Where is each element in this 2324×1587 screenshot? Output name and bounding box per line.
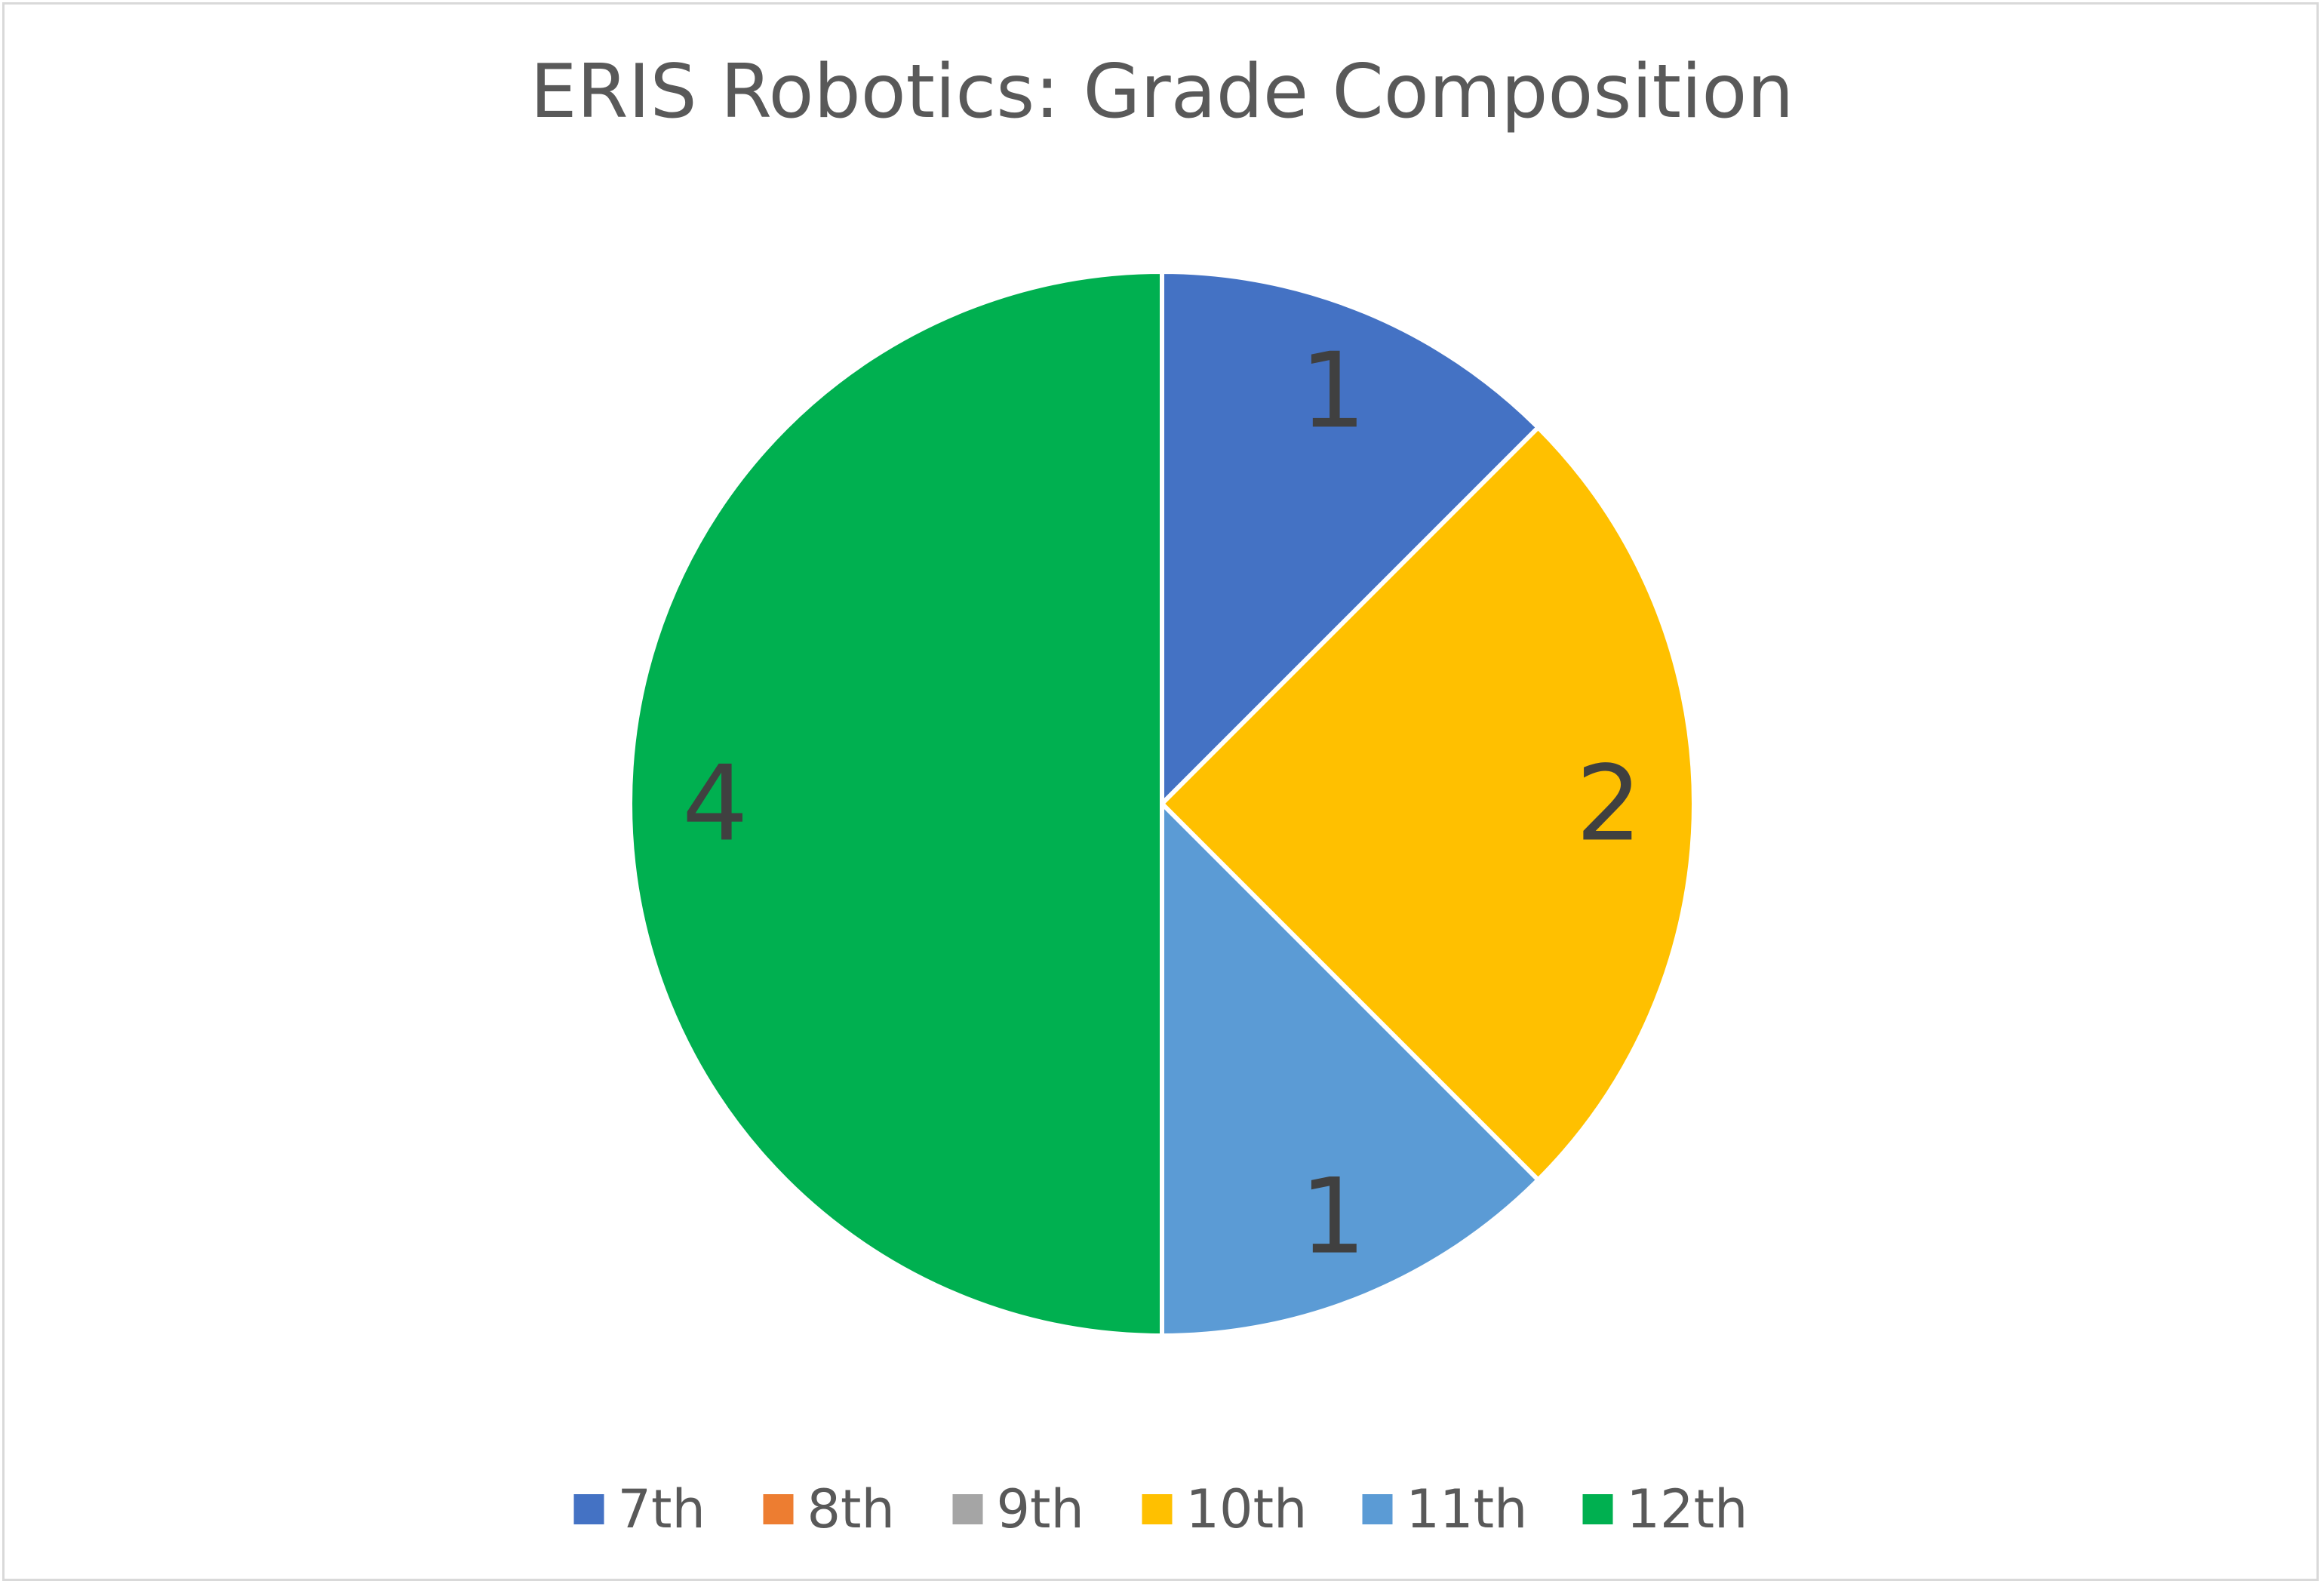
legend-label-11th: 11th [1406, 1478, 1528, 1540]
legend-swatch-11th [1362, 1494, 1393, 1524]
data-labels: 1 2 1 4 [682, 330, 1642, 1277]
legend-swatch-8th [763, 1494, 794, 1524]
pie-slice-7th [1160, 269, 1541, 806]
data-label-7th: 1 [1300, 330, 1366, 451]
chart-title: ERIS Robotics: Grade Composition [530, 49, 1794, 135]
legend-label-12th: 12th [1627, 1478, 1748, 1540]
pie-slice-10th [1160, 425, 1696, 1183]
legend-label-8th: 8th [807, 1478, 895, 1540]
legend-label-9th: 9th [997, 1478, 1084, 1540]
pie-slices [628, 269, 1696, 1338]
data-label-10th: 2 [1575, 743, 1642, 865]
legend-label-7th: 7th [618, 1478, 706, 1540]
legend: 7th 8th 9th 10th 11th 12th [573, 1478, 1748, 1540]
pie-slice-11th [1160, 801, 1541, 1338]
legend-swatch-7th [573, 1494, 604, 1524]
legend-swatch-10th [1142, 1494, 1173, 1524]
data-label-11th: 1 [1300, 1156, 1366, 1278]
pie-slice-12th [628, 269, 1164, 1338]
legend-swatch-12th [1582, 1494, 1613, 1524]
legend-swatch-9th [952, 1494, 983, 1524]
data-label-12th: 4 [682, 743, 749, 865]
legend-label-10th: 10th [1186, 1478, 1308, 1540]
